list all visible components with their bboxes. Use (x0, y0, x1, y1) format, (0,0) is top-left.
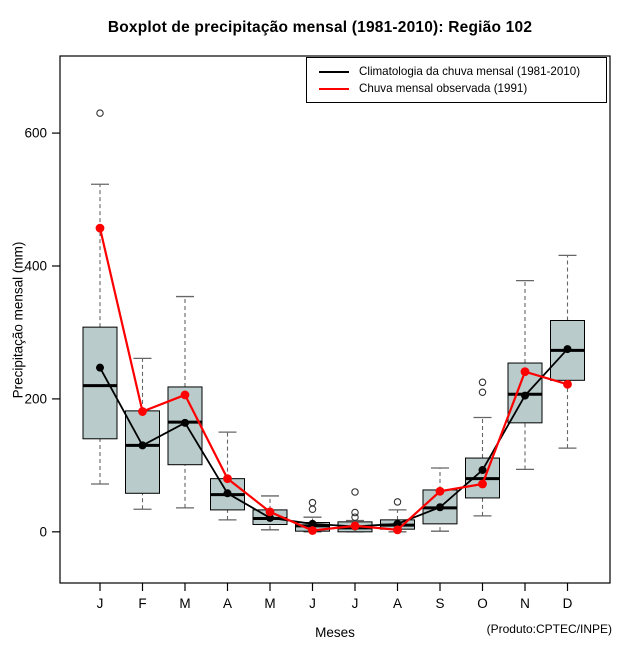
y-tick-label: 600 (24, 126, 47, 141)
legend-line-black (319, 70, 349, 73)
box-month-1 (82, 326, 118, 440)
series-point-0 (181, 418, 189, 427)
series-point-1 (180, 390, 190, 400)
x-axis-label: Meses (315, 625, 355, 640)
series-point-1 (265, 507, 275, 517)
outlier-point (351, 513, 359, 521)
x-tick-label: D (563, 596, 573, 611)
legend-label: Climatologia da chuva mensal (1981-2010) (359, 65, 581, 78)
outlier-point (351, 508, 359, 517)
x-tick-label: J (97, 596, 104, 611)
series-point-0 (478, 466, 487, 475)
x-tick-label: A (223, 596, 232, 611)
outlier-point (478, 378, 487, 387)
series-point-0 (308, 519, 317, 528)
outlier-point (308, 498, 317, 507)
x-tick-label: S (435, 596, 444, 611)
series-point-0 (521, 391, 529, 400)
x-tick-label: J (352, 596, 359, 611)
series-point-0 (563, 345, 572, 354)
outlier-point (478, 388, 487, 397)
series-point-0 (393, 519, 402, 528)
y-axis-label: Precipitação mensal (mm) (10, 241, 26, 399)
outlier-point (308, 505, 317, 513)
series-point-1 (95, 223, 105, 233)
legend-line-red (319, 87, 349, 90)
x-tick-label: A (393, 596, 402, 611)
series-line-1 (98, 227, 568, 532)
series-point-1 (138, 407, 147, 416)
series-point-0 (96, 363, 104, 372)
series-point-1 (563, 379, 572, 389)
legend-item-climatology: Climatologia da chuva mensal (1981-2010) (319, 63, 606, 80)
y-tick-label: 200 (24, 391, 47, 406)
series-point-1 (520, 367, 530, 377)
series-point-1 (308, 526, 317, 535)
outlier-point (393, 498, 402, 506)
legend: Climatologia da chuva mensal (1981-2010)… (306, 57, 607, 103)
series-point-1 (223, 474, 232, 484)
x-tick-label: F (138, 596, 146, 611)
series-line-0 (99, 348, 569, 528)
series-point-0 (436, 503, 444, 512)
chart-title: Boxplot de precipitação mensal (1981-201… (107, 19, 533, 36)
outlier-point (96, 109, 104, 117)
x-tick-label: O (477, 596, 488, 611)
series-point-0 (138, 441, 147, 450)
series-point-1 (435, 486, 445, 496)
series-point-1 (350, 521, 360, 531)
y-tick-label: 0 (39, 524, 47, 539)
outlier-point (351, 488, 359, 496)
x-tick-label: M (179, 596, 190, 611)
plot-border (59, 55, 611, 584)
legend-item-observed: Chuva mensal observada (1991) (319, 80, 606, 97)
source-footnote: (Produto:CPTEC/INPE) (486, 622, 612, 636)
series-point-1 (478, 479, 487, 489)
series-point-1 (393, 525, 402, 535)
legend-label: Chuva mensal observada (1991) (359, 82, 528, 95)
x-tick-label: N (520, 596, 530, 611)
x-tick-label: M (264, 596, 275, 611)
y-tick-label: 400 (24, 259, 47, 274)
x-tick-label: J (309, 596, 316, 611)
series-point-0 (223, 489, 232, 498)
series-point-0 (266, 513, 274, 522)
